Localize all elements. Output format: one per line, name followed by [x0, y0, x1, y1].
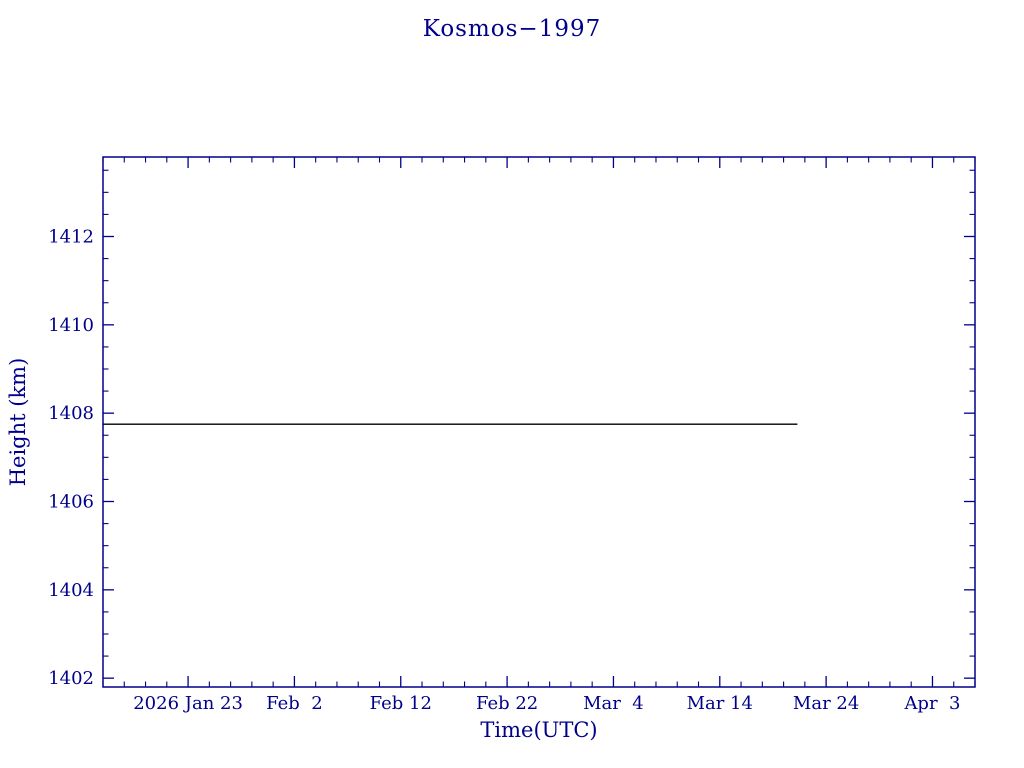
x-tick-label: Feb 22: [476, 693, 538, 714]
y-axis-label: Height (km): [6, 357, 30, 487]
x-tick-label: Apr 3: [903, 693, 960, 714]
y-tick-label: 1408: [48, 403, 94, 424]
plot-frame: [102, 156, 976, 688]
y-tick-label: 1404: [48, 580, 94, 601]
y-tick-label: 1410: [48, 315, 94, 336]
y-tick-label: 1402: [48, 668, 94, 689]
y-tick-label: 1406: [48, 492, 94, 513]
x-axis-label: Time(UTC): [480, 718, 598, 742]
x-tick-label: Feb 12: [370, 693, 432, 714]
chart-title: Kosmos−1997: [422, 16, 602, 42]
x-tick-label: Mar 14: [687, 693, 753, 714]
x-tick-label: Mar 24: [793, 693, 859, 714]
x-tick-label: Mar 4: [583, 693, 644, 714]
x-tick-label: 2026 Jan 23: [133, 693, 243, 714]
y-tick-label: 1412: [48, 227, 94, 248]
x-tick-label: Feb 2: [266, 693, 323, 714]
